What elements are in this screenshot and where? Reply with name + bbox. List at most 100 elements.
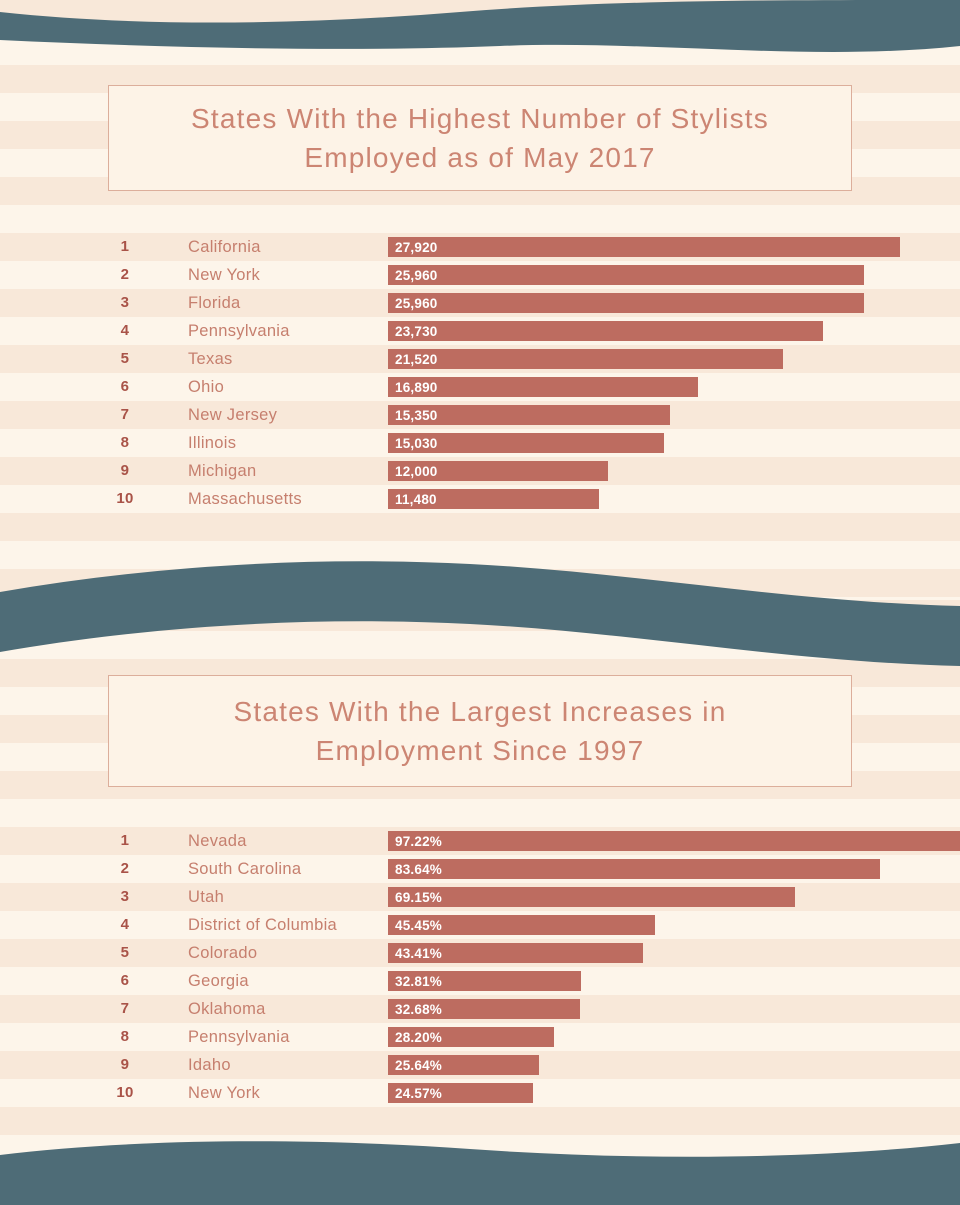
chart-title-box-stylists-2017: States With the Highest Number of Stylis… [108, 85, 852, 191]
rank-label: 1 [120, 238, 130, 255]
bar-value-label: 12,000 [395, 463, 438, 479]
bar-value-label: 11,480 [395, 491, 437, 507]
table-row: 9 Michigan 12,000 [0, 457, 960, 485]
value-bar: 12,000 [388, 461, 609, 481]
bar-value-label: 21,520 [395, 351, 438, 367]
bar-value-label: 43.41% [395, 945, 442, 961]
state-name-label: Florida [188, 294, 241, 312]
rank-label: 6 [120, 972, 130, 989]
table-row: 6 Georgia 32.81% [0, 967, 960, 995]
bar-value-label: 32.81% [395, 973, 442, 989]
value-bar: 32.68% [388, 999, 581, 1019]
state-name-label: Ohio [188, 378, 225, 396]
state-name-label: Michigan [188, 462, 257, 480]
bar-value-label: 23,730 [395, 323, 438, 339]
state-name-label: Idaho [188, 1056, 231, 1074]
chart-title-line-2: Employment Since 1997 [315, 735, 645, 766]
value-bar: 25,960 [388, 265, 865, 285]
rank-label: 3 [120, 888, 130, 905]
table-row: 10 New York 24.57% [0, 1079, 960, 1107]
value-bar: 45.45% [388, 915, 656, 935]
rank-label: 2 [120, 266, 130, 283]
rank-label: 3 [120, 294, 130, 311]
state-name-label: Utah [188, 888, 225, 906]
value-bar: 16,890 [388, 377, 698, 397]
rank-label: 8 [120, 1028, 130, 1045]
state-name-label: Illinois [188, 434, 237, 452]
chart-title-line-1: States With the Highest Number of Stylis… [191, 103, 769, 134]
rank-label: 7 [120, 406, 130, 423]
state-name-label: Pennsylvania [188, 322, 290, 340]
table-row: 2 South Carolina 83.64% [0, 855, 960, 883]
bar-value-label: 24.57% [395, 1085, 442, 1101]
bar-value-label: 83.64% [395, 861, 442, 877]
table-row: 9 Idaho 25.64% [0, 1051, 960, 1079]
state-name-label: Georgia [188, 972, 249, 990]
value-bar: 43.41% [388, 943, 644, 963]
value-bar: 83.64% [388, 859, 881, 879]
bar-value-label: 32.68% [395, 1001, 442, 1017]
value-bar: 28.20% [388, 1027, 554, 1047]
rank-label: 5 [120, 350, 130, 367]
table-row: 4 District of Columbia 45.45% [0, 911, 960, 939]
table-row: 3 Florida 25,960 [0, 289, 960, 317]
bar-value-label: 97.22% [395, 833, 442, 849]
bar-value-label: 15,030 [395, 435, 438, 451]
state-name-label: New York [188, 1084, 261, 1102]
value-bar: 27,920 [388, 237, 900, 257]
state-name-label: Oklahoma [188, 1000, 266, 1018]
rank-label: 4 [120, 322, 130, 339]
table-row: 10 Massachusetts 11,480 [0, 485, 960, 513]
table-row: 5 Colorado 43.41% [0, 939, 960, 967]
state-name-label: Texas [188, 350, 233, 368]
rank-label: 2 [120, 860, 130, 877]
state-name-label: New Jersey [188, 406, 278, 424]
table-row: 7 Oklahoma 32.68% [0, 995, 960, 1023]
table-row: 7 New Jersey 15,350 [0, 401, 960, 429]
state-name-label: California [188, 238, 261, 256]
rank-label: 4 [120, 916, 130, 933]
value-bar: 21,520 [388, 349, 783, 369]
chart-title-line-2: Employed as of May 2017 [304, 142, 656, 173]
table-row: 1 California 27,920 [0, 233, 960, 261]
table-row: 3 Utah 69.15% [0, 883, 960, 911]
table-row: 8 Illinois 15,030 [0, 429, 960, 457]
state-name-label: Massachusetts [188, 490, 302, 508]
value-bar: 23,730 [388, 321, 824, 341]
chart-rows-increases-1997: 1 Nevada 97.22% 2 South Carolina 83.64% 3 Utah 6… [0, 827, 960, 1107]
value-bar: 97.22% [388, 831, 960, 851]
rank-label: 8 [120, 434, 130, 451]
bar-value-label: 15,350 [395, 407, 438, 423]
rank-label: 10 [116, 490, 134, 507]
bar-value-label: 25.64% [395, 1057, 442, 1073]
rank-label: 5 [120, 944, 130, 961]
table-row: 6 Ohio 16,890 [0, 373, 960, 401]
state-name-label: Nevada [188, 832, 247, 850]
bar-value-label: 28.20% [395, 1029, 442, 1045]
rank-label: 10 [116, 1084, 134, 1101]
value-bar: 69.15% [388, 887, 795, 907]
table-row: 8 Pennsylvania 28.20% [0, 1023, 960, 1051]
rank-label: 9 [120, 1056, 130, 1073]
bar-value-label: 25,960 [395, 295, 438, 311]
value-bar: 15,030 [388, 433, 664, 453]
state-name-label: Pennsylvania [188, 1028, 290, 1046]
value-bar: 24.57% [388, 1083, 533, 1103]
chart-title-box-increases-1997: States With the Largest Increases in Emp… [108, 675, 852, 787]
rank-label: 6 [120, 378, 130, 395]
bar-value-label: 69.15% [395, 889, 442, 905]
bar-value-label: 25,960 [395, 267, 438, 283]
chart-rows-stylists-2017: 1 California 27,920 2 New York 25,960 3 Florida… [0, 233, 960, 513]
rank-label: 7 [120, 1000, 130, 1017]
value-bar: 15,350 [388, 405, 670, 425]
state-name-label: New York [188, 266, 261, 284]
table-row: 2 New York 25,960 [0, 261, 960, 289]
rank-label: 1 [120, 832, 130, 849]
bar-value-label: 45.45% [395, 917, 442, 933]
value-bar: 25,960 [388, 293, 865, 313]
bar-value-label: 16,890 [395, 379, 438, 395]
value-bar: 11,480 [388, 489, 599, 509]
table-row: 5 Texas 21,520 [0, 345, 960, 373]
state-name-label: South Carolina [188, 860, 302, 878]
